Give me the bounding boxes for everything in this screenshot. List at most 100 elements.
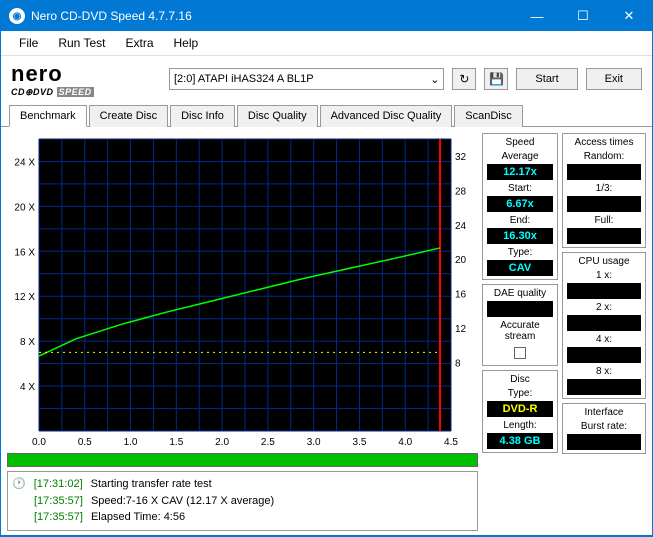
- maximize-button[interactable]: ☐: [560, 1, 606, 31]
- svg-text:16: 16: [455, 290, 467, 301]
- benchmark-chart: 4 X 8 X 12 X 16 X 20 X 24 X 8 12 16 20 24 28 32 0.0 0.…: [7, 133, 478, 449]
- speed-end-label: End:: [487, 215, 553, 226]
- tab-scandisc[interactable]: ScanDisc: [454, 105, 522, 127]
- log-text: Speed:7-16 X CAV (12.17 X average): [91, 493, 274, 510]
- tabbar: Benchmark Create Disc Disc Info Disc Qua…: [1, 104, 652, 127]
- log-ts: [17:35:57]: [34, 493, 83, 510]
- cpu-4x-value: [567, 347, 641, 363]
- svg-text:8: 8: [455, 358, 461, 369]
- panel-title: Access times: [567, 137, 641, 148]
- log-line: [17:35:57] Elapsed Time: 4:56: [12, 509, 473, 526]
- window-title: Nero CD-DVD Speed 4.7.7.16: [31, 9, 514, 23]
- minimize-button[interactable]: —: [514, 1, 560, 31]
- log-ts: [17:31:02]: [34, 476, 83, 493]
- logo-brand: nero: [11, 61, 161, 87]
- tab-benchmark[interactable]: Benchmark: [9, 105, 87, 127]
- interface-panel: Interface Burst rate:: [562, 403, 646, 454]
- menu-file[interactable]: File: [9, 33, 48, 53]
- menu-extra[interactable]: Extra: [115, 33, 163, 53]
- svg-text:0.0: 0.0: [32, 437, 46, 448]
- svg-text:1.0: 1.0: [124, 437, 138, 448]
- disc-type-value: DVD-R: [487, 401, 553, 417]
- panel-title: DAE quality: [487, 288, 553, 299]
- clock-icon: 🕐: [12, 476, 26, 493]
- panel-title: Interface: [567, 407, 641, 418]
- speed-type-label: Type:: [487, 247, 553, 258]
- close-button[interactable]: ✕: [606, 1, 652, 31]
- svg-text:3.5: 3.5: [352, 437, 366, 448]
- log-ts: [17:35:57]: [34, 509, 83, 526]
- access-random-value: [567, 164, 641, 180]
- log-line: 🕐 [17:31:02] Starting transfer rate test: [12, 476, 473, 493]
- cpu-2x-label: 2 x:: [567, 302, 641, 313]
- menu-run-test[interactable]: Run Test: [48, 33, 115, 53]
- svg-text:0.5: 0.5: [78, 437, 92, 448]
- tab-create-disc[interactable]: Create Disc: [89, 105, 168, 127]
- svg-text:24 X: 24 X: [14, 157, 35, 168]
- log-panel: 🕐 [17:31:02] Starting transfer rate test […: [7, 471, 478, 531]
- log-text: Starting transfer rate test: [91, 476, 212, 493]
- save-icon[interactable]: 💾: [484, 68, 508, 90]
- menubar: File Run Test Extra Help: [1, 31, 652, 56]
- svg-text:16 X: 16 X: [14, 247, 35, 258]
- svg-text:12 X: 12 X: [14, 292, 35, 303]
- panel-title: Disc: [487, 374, 553, 385]
- log-text: Elapsed Time: 4:56: [91, 509, 185, 526]
- chevron-down-icon: ⌄: [430, 73, 439, 86]
- accurate-stream-checkbox[interactable]: [514, 347, 526, 359]
- progress-bar: [7, 453, 478, 467]
- logo-sub-speed: SPEED: [57, 87, 94, 97]
- menu-help[interactable]: Help: [164, 33, 209, 53]
- dae-value: [487, 301, 553, 317]
- log-line: [17:35:57] Speed:7-16 X CAV (12.17 X aver…: [12, 493, 473, 510]
- svg-text:4.5: 4.5: [444, 437, 458, 448]
- access-full-value: [567, 228, 641, 244]
- burst-rate-label: Burst rate:: [567, 421, 641, 432]
- refresh-icon[interactable]: ↻: [452, 68, 476, 90]
- svg-text:4 X: 4 X: [20, 382, 35, 393]
- cpu-1x-label: 1 x:: [567, 270, 641, 281]
- speed-type-value: CAV: [487, 260, 553, 276]
- svg-text:28: 28: [455, 187, 467, 198]
- svg-text:32: 32: [455, 152, 467, 163]
- tab-disc-quality[interactable]: Disc Quality: [237, 105, 318, 127]
- svg-text:24: 24: [455, 221, 467, 232]
- disc-length-value: 4.38 GB: [487, 433, 553, 449]
- cpu-panel: CPU usage 1 x: 2 x: 4 x: 8 x:: [562, 252, 646, 399]
- speed-start-label: Start:: [487, 183, 553, 194]
- svg-text:12: 12: [455, 324, 467, 335]
- drive-select[interactable]: [2:0] ATAPI iHAS324 A BL1P ⌄: [169, 68, 444, 90]
- access-random-label: Random:: [567, 151, 641, 162]
- svg-text:2.0: 2.0: [215, 437, 229, 448]
- speed-panel: Speed Average 12.17x Start: 6.67x End: 1…: [482, 133, 558, 280]
- dae-panel: DAE quality Accurate stream: [482, 284, 558, 366]
- cpu-4x-label: 4 x:: [567, 334, 641, 345]
- cpu-1x-value: [567, 283, 641, 299]
- tab-adv-disc-quality[interactable]: Advanced Disc Quality: [320, 105, 453, 127]
- burst-rate-value: [567, 434, 641, 450]
- speed-avg-label: Average: [487, 151, 553, 162]
- speed-end-value: 16.30x: [487, 228, 553, 244]
- access-panel: Access times Random: 1/3: Full:: [562, 133, 646, 248]
- speed-avg-value: 12.17x: [487, 164, 553, 180]
- accurate-stream-label: Accurate stream: [487, 320, 553, 342]
- disc-type-label: Type:: [487, 388, 553, 399]
- svg-text:4.0: 4.0: [398, 437, 412, 448]
- speed-start-value: 6.67x: [487, 196, 553, 212]
- svg-text:8 X: 8 X: [20, 337, 35, 348]
- start-button[interactable]: Start: [516, 68, 577, 90]
- access-third-value: [567, 196, 641, 212]
- svg-text:3.0: 3.0: [307, 437, 321, 448]
- app-icon: ◉: [9, 8, 25, 24]
- disc-panel: Disc Type: DVD-R Length: 4.38 GB: [482, 370, 558, 453]
- access-third-label: 1/3:: [567, 183, 641, 194]
- tab-disc-info[interactable]: Disc Info: [170, 105, 235, 127]
- panel-title: Speed: [487, 137, 553, 148]
- exit-button[interactable]: Exit: [586, 68, 642, 90]
- cpu-8x-label: 8 x:: [567, 366, 641, 377]
- panel-title: CPU usage: [567, 256, 641, 267]
- disc-length-label: Length:: [487, 420, 553, 431]
- titlebar: ◉ Nero CD-DVD Speed 4.7.7.16 — ☐ ✕: [1, 1, 652, 31]
- svg-text:20 X: 20 X: [14, 202, 35, 213]
- svg-text:20: 20: [455, 255, 467, 266]
